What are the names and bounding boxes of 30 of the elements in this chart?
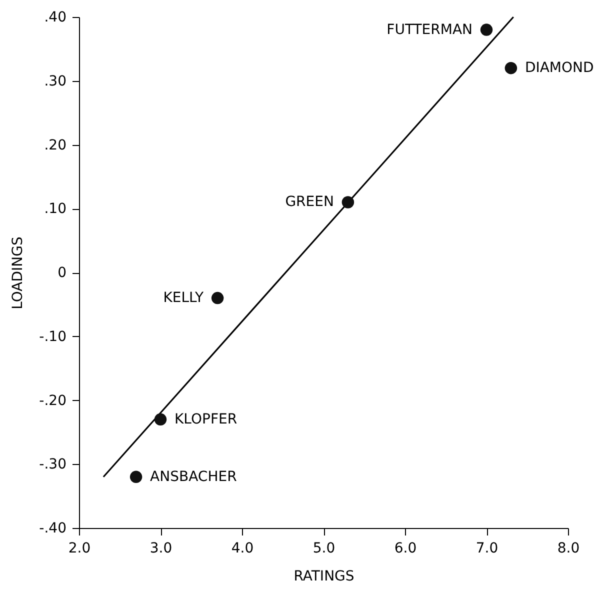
y-tick-label: -.30 (39, 456, 66, 473)
annotation: DIAMOND (524, 60, 594, 76)
y-tick-label: -.40 (39, 520, 66, 536)
point (480, 24, 493, 36)
x-tick-label: 4.0 (231, 540, 254, 556)
point (211, 292, 224, 304)
annotation: ANSBACHER (150, 468, 238, 485)
y-tick-label: 0 (58, 265, 66, 281)
point (342, 196, 354, 208)
point (130, 470, 142, 484)
y-tick-label: -.10 (39, 328, 66, 345)
x-tick-label: 2.0 (68, 540, 91, 556)
x-tick-label: 3.0 (150, 540, 172, 556)
x-tick-label: 5.0 (312, 540, 336, 556)
x-tick-label: 8.0 (557, 540, 580, 556)
y-tick-label: .30 (44, 73, 66, 90)
annotation: KLOPFER (174, 411, 238, 428)
x-tick-label: 7.0 (476, 540, 498, 556)
y-tick-label: -.20 (39, 392, 66, 409)
y-tick-label: .20 (44, 137, 66, 154)
point (504, 62, 518, 74)
y-tick-label: .40 (44, 10, 66, 26)
x-axis-title: RATINGS (294, 568, 354, 584)
annotation: FUTTERMAN (386, 22, 472, 38)
point (154, 413, 167, 426)
x-tick-label: 6.0 (394, 540, 417, 556)
y-tick-label: .10 (44, 201, 66, 218)
y-axis-title: LOADINGS (10, 236, 26, 310)
annotation: GREEN (285, 194, 334, 210)
annotation: KELLY (163, 290, 204, 306)
